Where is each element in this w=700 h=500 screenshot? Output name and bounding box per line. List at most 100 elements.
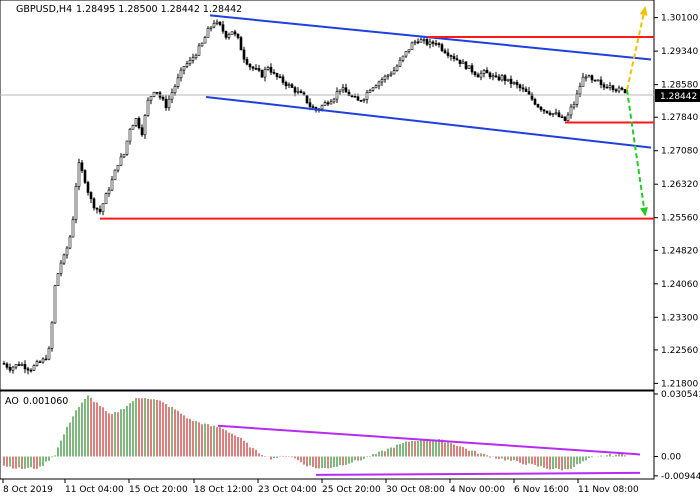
candle-body [224, 30, 228, 38]
candle [563, 116, 567, 122]
candle-body [62, 254, 66, 264]
candle [455, 54, 459, 61]
candle [188, 56, 192, 66]
candle-body [146, 99, 150, 116]
forecast-up-arrow [626, 7, 646, 91]
candle-body [557, 112, 561, 118]
candle-body [596, 79, 600, 82]
candle-body [380, 79, 384, 83]
candle [8, 363, 12, 373]
candle-body [488, 72, 492, 78]
candle-body [572, 104, 576, 108]
candle-body [293, 87, 297, 93]
candle [116, 164, 120, 173]
candle [476, 72, 480, 78]
candle-body [524, 88, 528, 92]
candle [620, 86, 624, 91]
candle [407, 49, 411, 54]
candle-body [416, 41, 420, 44]
candle [110, 175, 114, 192]
candle [122, 153, 126, 159]
divergence-line [217, 424, 641, 456]
candle-body [17, 364, 21, 366]
candle-body [392, 70, 396, 75]
candle-body [512, 82, 516, 84]
candle [242, 46, 246, 64]
forecast-down-arrow [626, 89, 646, 215]
candle-body [200, 42, 204, 47]
candle [215, 19, 219, 26]
candle-body [275, 73, 279, 77]
candle [404, 51, 408, 58]
candle [497, 73, 501, 82]
candle-body [389, 73, 393, 76]
candle-body [509, 78, 513, 84]
candle [206, 26, 210, 38]
candle [230, 31, 234, 35]
candle-body [305, 94, 309, 104]
candle [32, 364, 36, 371]
candle-body [623, 89, 627, 94]
candle-body [494, 75, 498, 78]
candle-body [263, 69, 267, 78]
candle [236, 33, 240, 40]
candle-body [401, 55, 405, 61]
candle [143, 114, 147, 139]
candle-body [608, 85, 612, 88]
candle-body [149, 96, 153, 101]
candle-body [578, 86, 582, 95]
candle-body [257, 68, 261, 71]
candle-body [23, 364, 27, 370]
candle-body [116, 164, 120, 171]
candle-body [425, 39, 429, 45]
divergence-lines [217, 424, 641, 476]
candle [536, 103, 540, 108]
candle [392, 66, 396, 75]
candle-body [356, 96, 360, 101]
candle [389, 71, 393, 78]
candle-body [185, 63, 189, 67]
candle-body [479, 73, 483, 78]
candle [566, 112, 570, 122]
candle-body [482, 70, 486, 74]
candle-body [47, 348, 51, 360]
candle [470, 63, 474, 75]
candle-body [143, 115, 147, 136]
candle [86, 180, 90, 196]
candle [71, 216, 75, 238]
candle [149, 96, 153, 105]
candle [449, 54, 453, 61]
candle [371, 87, 375, 92]
divergence-line [315, 471, 641, 476]
candle-body [515, 82, 519, 86]
candle-body [59, 262, 63, 274]
candle [530, 92, 534, 101]
arrow-head [640, 207, 648, 217]
current-price-value: 1.28442 [660, 92, 697, 102]
candle [440, 42, 444, 53]
candle-body [503, 75, 507, 81]
candle [239, 35, 243, 51]
candle-body [371, 87, 375, 91]
candle-body [461, 61, 465, 64]
candle [428, 38, 432, 49]
candle-body [554, 112, 558, 115]
price-tick-label: 1.27840 [661, 113, 698, 123]
candle-body [110, 179, 114, 191]
candle [518, 83, 522, 92]
candle-body [119, 156, 123, 166]
candle-body [56, 273, 60, 286]
candle [338, 89, 342, 96]
price-tick-label: 1.21800 [661, 379, 698, 389]
candle-body [188, 60, 192, 64]
candle [551, 113, 555, 118]
candle-body [446, 52, 450, 56]
candle-body [521, 87, 525, 90]
candle [209, 26, 213, 32]
candle-body [530, 94, 534, 100]
candle-body [344, 87, 348, 93]
candle-body [581, 76, 585, 87]
candle [89, 191, 93, 204]
candle-body [590, 75, 594, 81]
